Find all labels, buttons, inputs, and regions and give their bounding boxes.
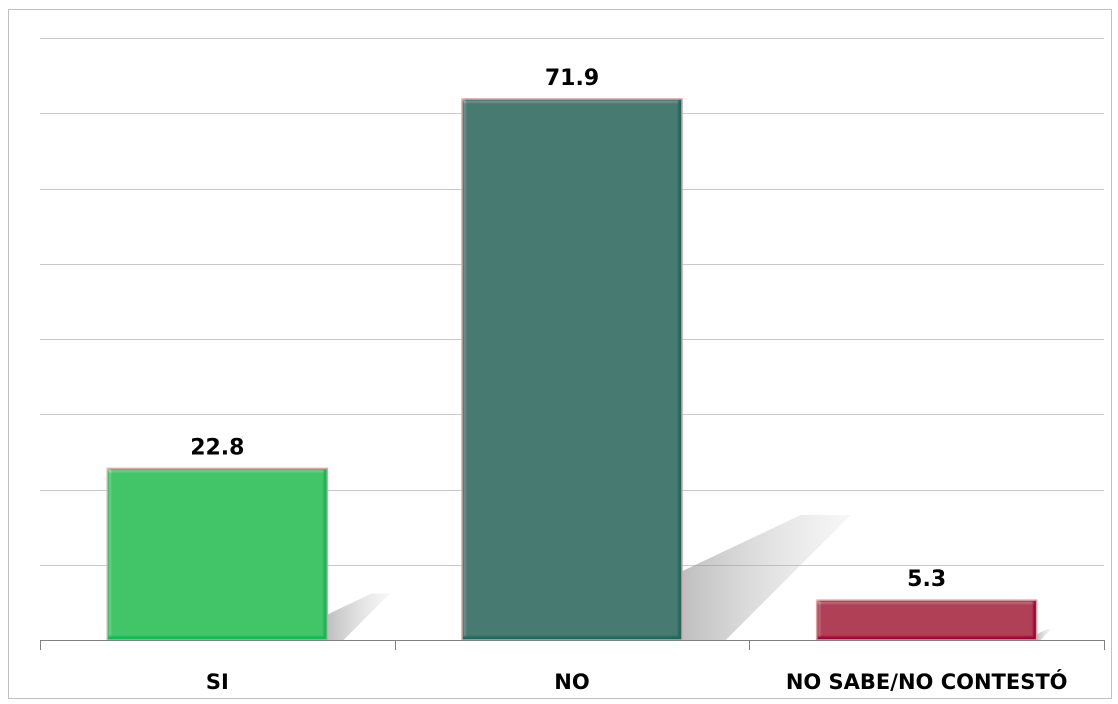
labels: 22.8 SI 71.9 NO 5.3 NO SABE/NO CONTESTÓ bbox=[190, 66, 1067, 694]
x-tick-label: NO bbox=[554, 670, 589, 694]
bar-no bbox=[461, 98, 683, 641]
data-label: 71.9 bbox=[545, 66, 599, 91]
data-label: 5.3 bbox=[907, 567, 946, 592]
x-axis bbox=[40, 640, 1105, 650]
x-tick-label: NO SABE/NO CONTESTÓ bbox=[786, 669, 1068, 694]
bars bbox=[106, 98, 1038, 641]
bar-shadows bbox=[327, 515, 1052, 640]
bar-no-sabe-no-contest- bbox=[815, 599, 1038, 641]
x-tick-label: SI bbox=[206, 670, 229, 694]
bar-shadow bbox=[682, 515, 851, 640]
bar-si bbox=[106, 467, 329, 641]
bar-shadow bbox=[1036, 629, 1052, 640]
data-label: 22.8 bbox=[190, 435, 244, 460]
bar-shadow bbox=[327, 593, 390, 640]
